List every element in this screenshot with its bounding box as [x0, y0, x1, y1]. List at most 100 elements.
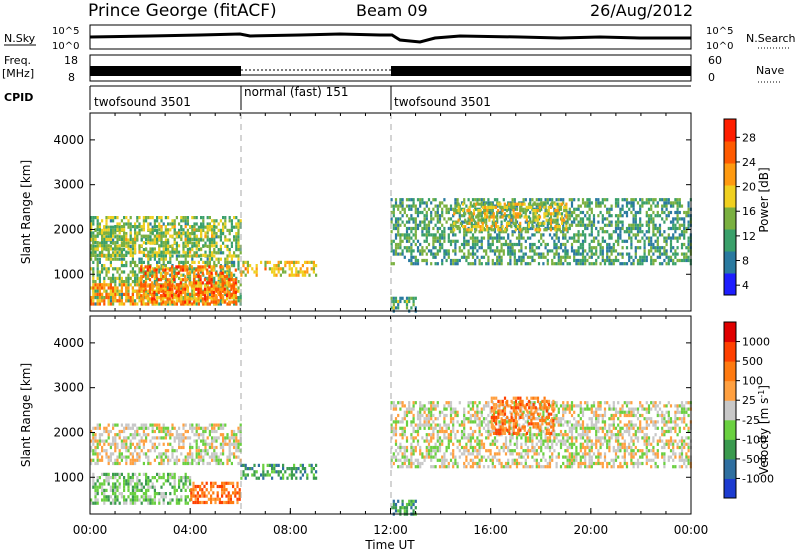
- echo-cell: [151, 216, 154, 220]
- echo-cell: [599, 262, 602, 266]
- echo-cell: [480, 246, 483, 250]
- echo-cell: [182, 439, 185, 443]
- echo-cell: [464, 212, 467, 216]
- echo-cell: [562, 223, 565, 227]
- echo-cell: [434, 210, 437, 215]
- echo-cell: [414, 449, 417, 453]
- echo-cell: [310, 470, 313, 474]
- echo-cell: [129, 241, 132, 245]
- echo-cell: [186, 278, 189, 282]
- echo-cell: [98, 436, 101, 440]
- echo-cell: [112, 461, 115, 466]
- echo-cell: [630, 246, 633, 250]
- echo-cell: [125, 479, 128, 483]
- echo-cell: [173, 284, 176, 288]
- echo-cell: [412, 204, 415, 208]
- echo-cell: [665, 207, 668, 211]
- echo-cell: [408, 401, 411, 405]
- echo-cell: [410, 436, 413, 440]
- echo-cell: [114, 501, 117, 505]
- echo-cell: [570, 198, 574, 202]
- echo-cell: [513, 230, 516, 234]
- echo-cell: [397, 465, 400, 469]
- echo-cell: [614, 204, 618, 208]
- echo-cell: [510, 218, 513, 222]
- echo-cell: [193, 253, 196, 257]
- echo-cell: [522, 207, 525, 211]
- echo-cell: [123, 270, 126, 274]
- colorbar-swatch: [724, 229, 736, 252]
- echo-cell: [125, 299, 128, 303]
- echo-cell: [123, 485, 126, 489]
- echo-cell: [266, 473, 269, 477]
- echo-cell: [519, 212, 522, 216]
- echo-cell: [202, 228, 205, 232]
- echo-cell: [566, 255, 569, 259]
- echo-cell: [416, 429, 420, 434]
- echo-cell: [105, 267, 108, 271]
- echo-cell: [142, 445, 145, 450]
- echo-cell: [105, 241, 108, 245]
- echo-cell: [197, 423, 200, 427]
- echo-cell: [590, 252, 593, 256]
- echo-cell: [471, 233, 475, 237]
- echo-cell: [178, 498, 181, 502]
- echo-cell: [423, 226, 426, 231]
- echo-cell: [479, 218, 482, 222]
- echo-cell: [425, 246, 428, 250]
- echo-cell: [120, 492, 123, 496]
- echo-cell: [98, 257, 101, 261]
- echo-cell: [509, 246, 512, 250]
- echo-cell: [219, 426, 222, 430]
- echo-cell: [577, 246, 580, 250]
- echo-cell: [277, 470, 280, 474]
- echo-cell: [206, 271, 209, 275]
- echo-cell: [408, 410, 411, 414]
- echo-cell: [645, 220, 648, 224]
- echo-cell: [575, 258, 578, 263]
- echo-cell: [156, 302, 159, 306]
- echo-cell: [211, 231, 214, 235]
- echo-cell: [416, 262, 420, 266]
- echo-cell: [394, 417, 398, 421]
- echo-cell: [608, 223, 611, 227]
- echo-cell: [223, 287, 226, 291]
- echo-cell: [153, 237, 156, 241]
- echo-cell: [445, 249, 448, 253]
- echo-cell: [90, 231, 93, 235]
- echo-cell: [167, 455, 170, 459]
- echo-cell: [157, 290, 160, 295]
- echo-cell: [134, 461, 137, 466]
- echo-cell: [138, 289, 141, 293]
- echo-cell: [532, 212, 535, 216]
- echo-cell: [92, 296, 95, 300]
- echo-cell: [390, 204, 393, 208]
- echo-cell: [687, 258, 690, 263]
- echo-cell: [200, 247, 203, 251]
- echo-cell: [207, 491, 210, 495]
- echo-cell: [90, 498, 93, 502]
- echo-cell: [164, 479, 167, 483]
- echo-cell: [230, 278, 233, 282]
- echo-cell: [96, 273, 99, 277]
- echo-cell: [173, 300, 176, 304]
- echo-cell: [554, 225, 557, 229]
- echo-cell: [469, 246, 472, 250]
- echo-cell: [180, 436, 183, 440]
- echo-cell: [603, 262, 607, 266]
- echo-cell: [138, 479, 141, 483]
- echo-cell: [230, 296, 233, 300]
- echo-cell: [526, 255, 530, 259]
- echo-cell: [405, 439, 409, 443]
- echo-cell: [211, 234, 214, 238]
- echo-cell: [125, 289, 128, 293]
- echo-cell: [195, 268, 198, 272]
- echo-cell: [105, 270, 108, 274]
- echo-cell: [169, 436, 172, 440]
- echo-cell: [401, 420, 404, 424]
- echo-cell: [630, 201, 633, 205]
- echo-cell: [107, 458, 110, 462]
- echo-cell: [191, 455, 194, 459]
- echo-cell: [408, 461, 411, 466]
- echo-cell: [537, 255, 541, 259]
